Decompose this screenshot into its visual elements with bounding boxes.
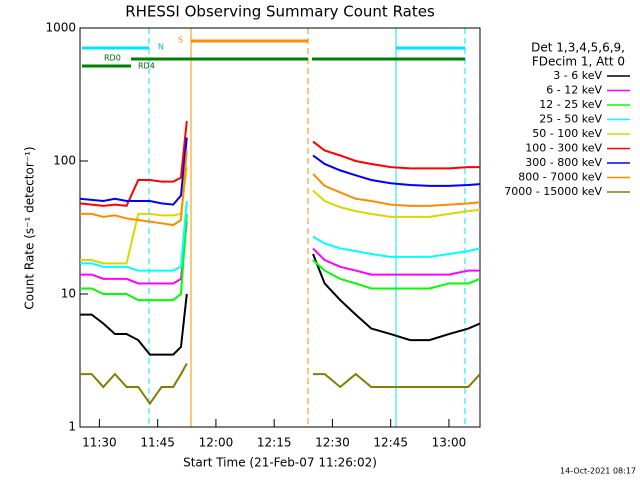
legend-label: 12 - 25 keV [539, 98, 602, 111]
x-tick-label: 13:00 [432, 436, 467, 450]
series-line [80, 150, 481, 227]
y-tick-label: 1 [68, 420, 76, 434]
legend-header: FDecim 1, Att 0 [532, 55, 625, 69]
legend-header: Det 1,3,4,5,6,9, [531, 41, 625, 55]
annotation: N [158, 43, 164, 52]
y-tick-label: 1000 [45, 21, 76, 35]
x-tick-label: 11:30 [82, 436, 117, 450]
x-tick-label: 12:45 [373, 436, 408, 450]
legend-label: 7000 - 15000 keV [504, 185, 602, 198]
series-line [80, 221, 480, 285]
x-axis-label: Start Time (21-Feb-07 11:26:02) [183, 456, 377, 470]
legend-label: 300 - 800 keV [525, 156, 602, 169]
footer: 14-Oct-2021 08:17 [560, 467, 636, 476]
series-line [79, 137, 481, 206]
series-line [80, 253, 481, 356]
annotation: RD4 [138, 62, 155, 71]
x-tick-label: 11:45 [140, 436, 175, 450]
series-line [80, 363, 481, 406]
y-tick-label: 10 [61, 287, 76, 301]
legend-label: 25 - 50 keV [539, 113, 602, 126]
x-tick-label: 12:00 [199, 436, 234, 450]
legend-label: 50 - 100 keV [532, 127, 602, 140]
x-tick-label: 12:30 [315, 436, 350, 450]
series-line [80, 213, 481, 302]
x-tick-label: 12:15 [257, 436, 292, 450]
legend-label: 6 - 12 keV [546, 84, 602, 97]
y-tick-label: 100 [53, 154, 76, 168]
series-line [80, 166, 481, 265]
annotation: RD0 [104, 54, 121, 63]
y-axis-label: Count Rate (s⁻¹ detector⁻¹) [23, 146, 37, 309]
series-line [80, 200, 481, 272]
chart-title: RHESSI Observing Summary Count Rates [125, 3, 435, 21]
annotation: S [178, 36, 183, 45]
legend-label: 800 - 7000 keV [518, 171, 602, 184]
status-markers [82, 28, 466, 427]
series-line [79, 120, 480, 207]
plot-frame [79, 27, 481, 428]
legend-label: 100 - 300 keV [525, 142, 602, 155]
legend-label: 3 - 6 keV [553, 69, 602, 82]
